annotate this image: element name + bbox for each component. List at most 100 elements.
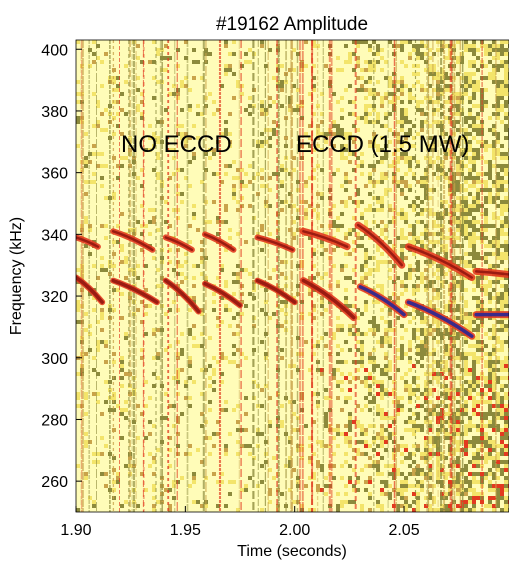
heatmap-cell: [416, 72, 420, 76]
heatmap-cell: [380, 388, 384, 392]
heatmap-cell: [428, 56, 432, 60]
heatmap-cell: [468, 324, 472, 328]
heatmap-cell: [388, 296, 392, 300]
heatmap-cell: [500, 152, 504, 156]
heatmap-cell: [496, 164, 500, 168]
heatmap-cell: [388, 360, 392, 364]
heatmap-cell: [212, 388, 216, 392]
heatmap-cell: [464, 476, 468, 480]
heatmap-cell: [408, 160, 412, 164]
heatmap-cell: [492, 368, 496, 372]
heatmap-cell: [368, 120, 372, 124]
heatmap-cell: [76, 320, 80, 324]
heatmap-cell: [240, 204, 244, 208]
heatmap-cell: [280, 420, 284, 424]
heatmap-cell: [116, 224, 120, 228]
heatmap-cell: [424, 340, 428, 344]
heatmap-cell: [188, 160, 192, 164]
heatmap-cell: [484, 148, 488, 152]
heatmap-cell: [152, 76, 156, 80]
heatmap-cell: [284, 156, 288, 160]
heatmap-cell: [280, 184, 284, 188]
heatmap-cell: [356, 328, 360, 332]
heatmap-cell: [344, 200, 348, 204]
heatmap-cell: [200, 272, 204, 276]
heatmap-cell: [192, 156, 196, 160]
heatmap-cell: [384, 328, 388, 332]
heatmap-cell: [444, 392, 448, 396]
heatmap-cell: [244, 488, 248, 492]
heatmap-cell: [476, 428, 480, 432]
heatmap-cell: [488, 176, 492, 180]
heatmap-cell: [84, 440, 88, 444]
heatmap-cell: [320, 304, 324, 308]
heatmap-cell: [452, 508, 456, 512]
heatmap-cell: [284, 304, 288, 308]
heatmap-cell: [288, 96, 292, 100]
heatmap-cell: [376, 284, 380, 288]
heatmap-cell: [496, 132, 500, 136]
heatmap-cell: [320, 240, 324, 244]
heatmap-cell: [76, 396, 80, 400]
heatmap-cell: [192, 284, 196, 288]
heatmap-cell: [504, 172, 508, 176]
heatmap-cell: [316, 164, 320, 168]
heatmap-cell: [400, 488, 404, 492]
heatmap-cell: [464, 180, 468, 184]
heatmap-cell: [340, 360, 344, 364]
heatmap-cell: [340, 132, 344, 136]
heatmap-cell: [440, 424, 444, 428]
heatmap-cell: [184, 76, 188, 80]
heatmap-cell: [312, 316, 316, 320]
heatmap-cell: [232, 344, 236, 348]
heatmap-cell: [468, 252, 472, 256]
heatmap-cell: [152, 472, 156, 476]
heatmap-cell: [324, 396, 328, 400]
heatmap-cell: [244, 356, 248, 360]
heatmap-cell: [428, 456, 432, 460]
heatmap-cell: [428, 300, 432, 304]
heatmap-cell: [396, 508, 400, 512]
heatmap-cell: [316, 272, 320, 276]
heatmap-cell: [456, 444, 460, 448]
heatmap-cell: [188, 360, 192, 364]
heatmap-cell: [268, 96, 272, 100]
heatmap-cell: [408, 428, 412, 432]
heatmap-cell: [364, 488, 368, 492]
heatmap-cell: [408, 272, 412, 276]
heatmap-cell: [444, 376, 448, 380]
heatmap-cell: [452, 428, 456, 432]
heatmap-cell: [424, 388, 428, 392]
heatmap-cell: [356, 44, 360, 48]
heatmap-cell: [500, 340, 504, 344]
heatmap-cell: [240, 64, 244, 68]
heatmap-cell: [176, 216, 180, 220]
heatmap-cell: [416, 160, 420, 164]
heatmap-cell: [212, 356, 216, 360]
heatmap-cell: [456, 504, 460, 508]
heatmap-cell: [444, 156, 448, 160]
heatmap-cell: [412, 124, 416, 128]
heatmap-cell: [272, 172, 276, 176]
heatmap-cell: [380, 316, 384, 320]
heatmap-cell: [388, 368, 392, 372]
heatmap-cell: [484, 208, 488, 212]
heatmap-cell: [396, 184, 400, 188]
heatmap-cell: [288, 68, 292, 72]
heatmap-cell: [176, 260, 180, 264]
heatmap-cell: [464, 136, 468, 140]
heatmap-cell: [380, 196, 384, 200]
heatmap-cell: [496, 56, 500, 60]
heatmap-cell: [476, 56, 480, 60]
heatmap-cell: [488, 72, 492, 76]
heatmap-cell: [496, 376, 500, 380]
heatmap-cell: [272, 76, 276, 80]
heatmap-cell: [76, 372, 80, 376]
heatmap-cell: [88, 152, 92, 156]
heatmap-cell: [492, 196, 496, 200]
heatmap-cell: [400, 396, 404, 400]
heatmap-cell: [400, 60, 404, 64]
heatmap-cell: [228, 112, 232, 116]
heatmap-cell: [384, 172, 388, 176]
heatmap-cell: [400, 188, 404, 192]
